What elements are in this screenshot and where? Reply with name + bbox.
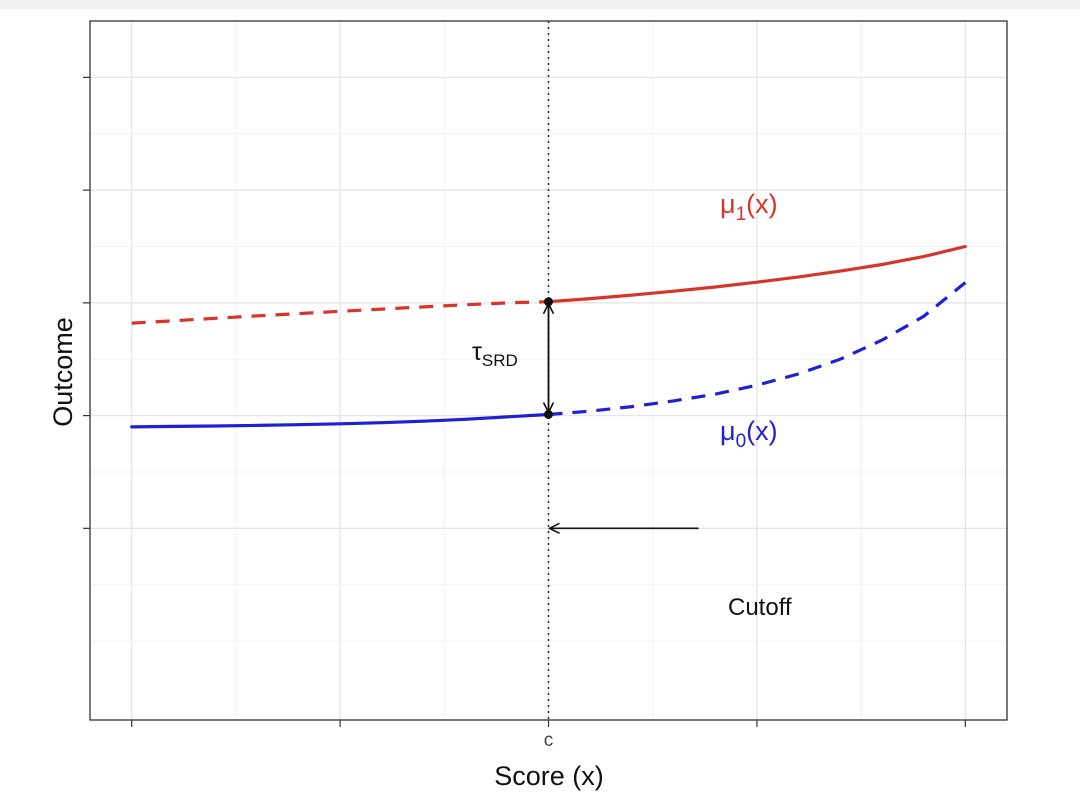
- series-mu1-solid: [546, 244, 967, 304]
- series-label-mu0: μ0(x): [720, 416, 778, 452]
- x-axis-title: Score (x): [494, 761, 604, 791]
- tau-point-bottom: [544, 409, 553, 419]
- tau-point-top: [544, 297, 553, 307]
- x-tick-label: c: [544, 730, 554, 751]
- top-band: [0, 0, 1080, 9]
- series-mu0-solid: [130, 412, 551, 429]
- series-label-mu1: μ1(x): [720, 189, 778, 225]
- series-mu1-dashed: [131, 300, 549, 325]
- cutoff-label: Cutoff: [728, 594, 792, 621]
- tau-srd-label: τSRD: [472, 338, 518, 370]
- series: [130, 244, 967, 429]
- axis-ticks: c: [83, 76, 966, 751]
- y-axis-title: Outcome: [48, 317, 78, 427]
